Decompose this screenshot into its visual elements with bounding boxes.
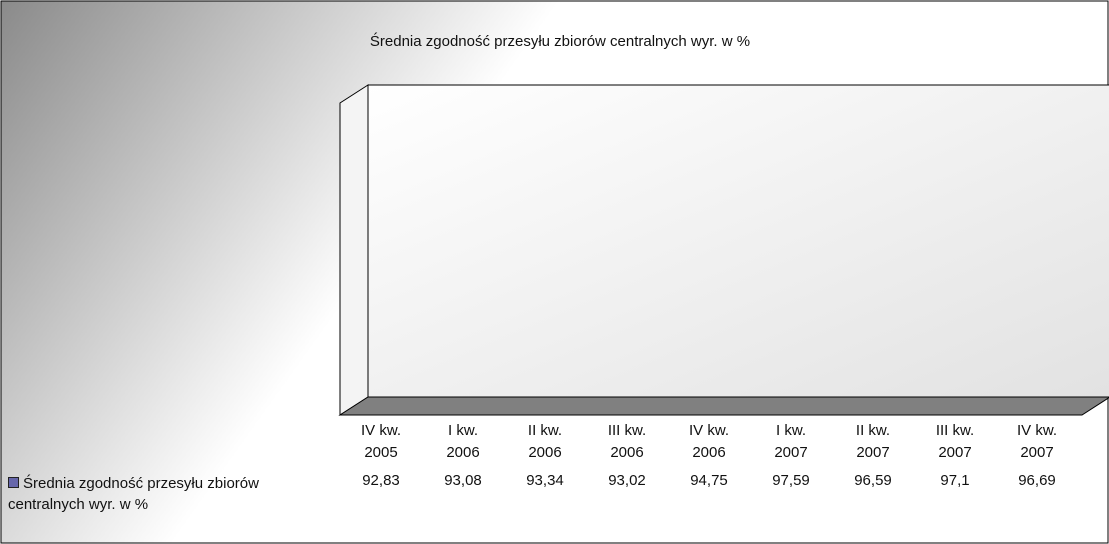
floor [338, 396, 1109, 416]
x-tick-label: I kw. 2007 [774, 422, 808, 461]
value-label: 94,75 [690, 472, 728, 489]
value-label: 92,83 [362, 472, 400, 489]
x-tick-label: IV kw. 2005 [360, 422, 401, 461]
value-label: 97,59 [772, 472, 810, 489]
legend: Średnia zgodność przesyłu zbiorów centra… [8, 473, 336, 515]
value-label: 93,08 [444, 472, 482, 489]
x-tick-label: III kw. 2006 [607, 422, 647, 461]
value-label: 96,69 [1018, 472, 1056, 489]
side-wall [339, 84, 369, 416]
x-tick-label: II kw. 2006 [527, 422, 563, 461]
value-label: 96,59 [854, 472, 892, 489]
x-tick-label: IV kw. 2007 [1016, 422, 1057, 461]
value-label: 93,02 [608, 472, 646, 489]
chart-title: Średnia zgodność przesyłu zbiorów centra… [370, 32, 750, 50]
x-tick-label: III kw. 2007 [935, 422, 975, 461]
value-label: 97,1 [940, 472, 970, 489]
legend-key [8, 477, 19, 488]
x-tick-label: IV kw. 2006 [688, 422, 729, 461]
back-wall [367, 84, 1109, 398]
legend-label: Średnia zgodność przesyłu zbiorów centra… [8, 475, 259, 513]
x-tick-label: II kw. 2007 [855, 422, 891, 461]
x-tick-label: I kw. 2006 [446, 422, 480, 461]
value-label: 93,34 [526, 472, 564, 489]
